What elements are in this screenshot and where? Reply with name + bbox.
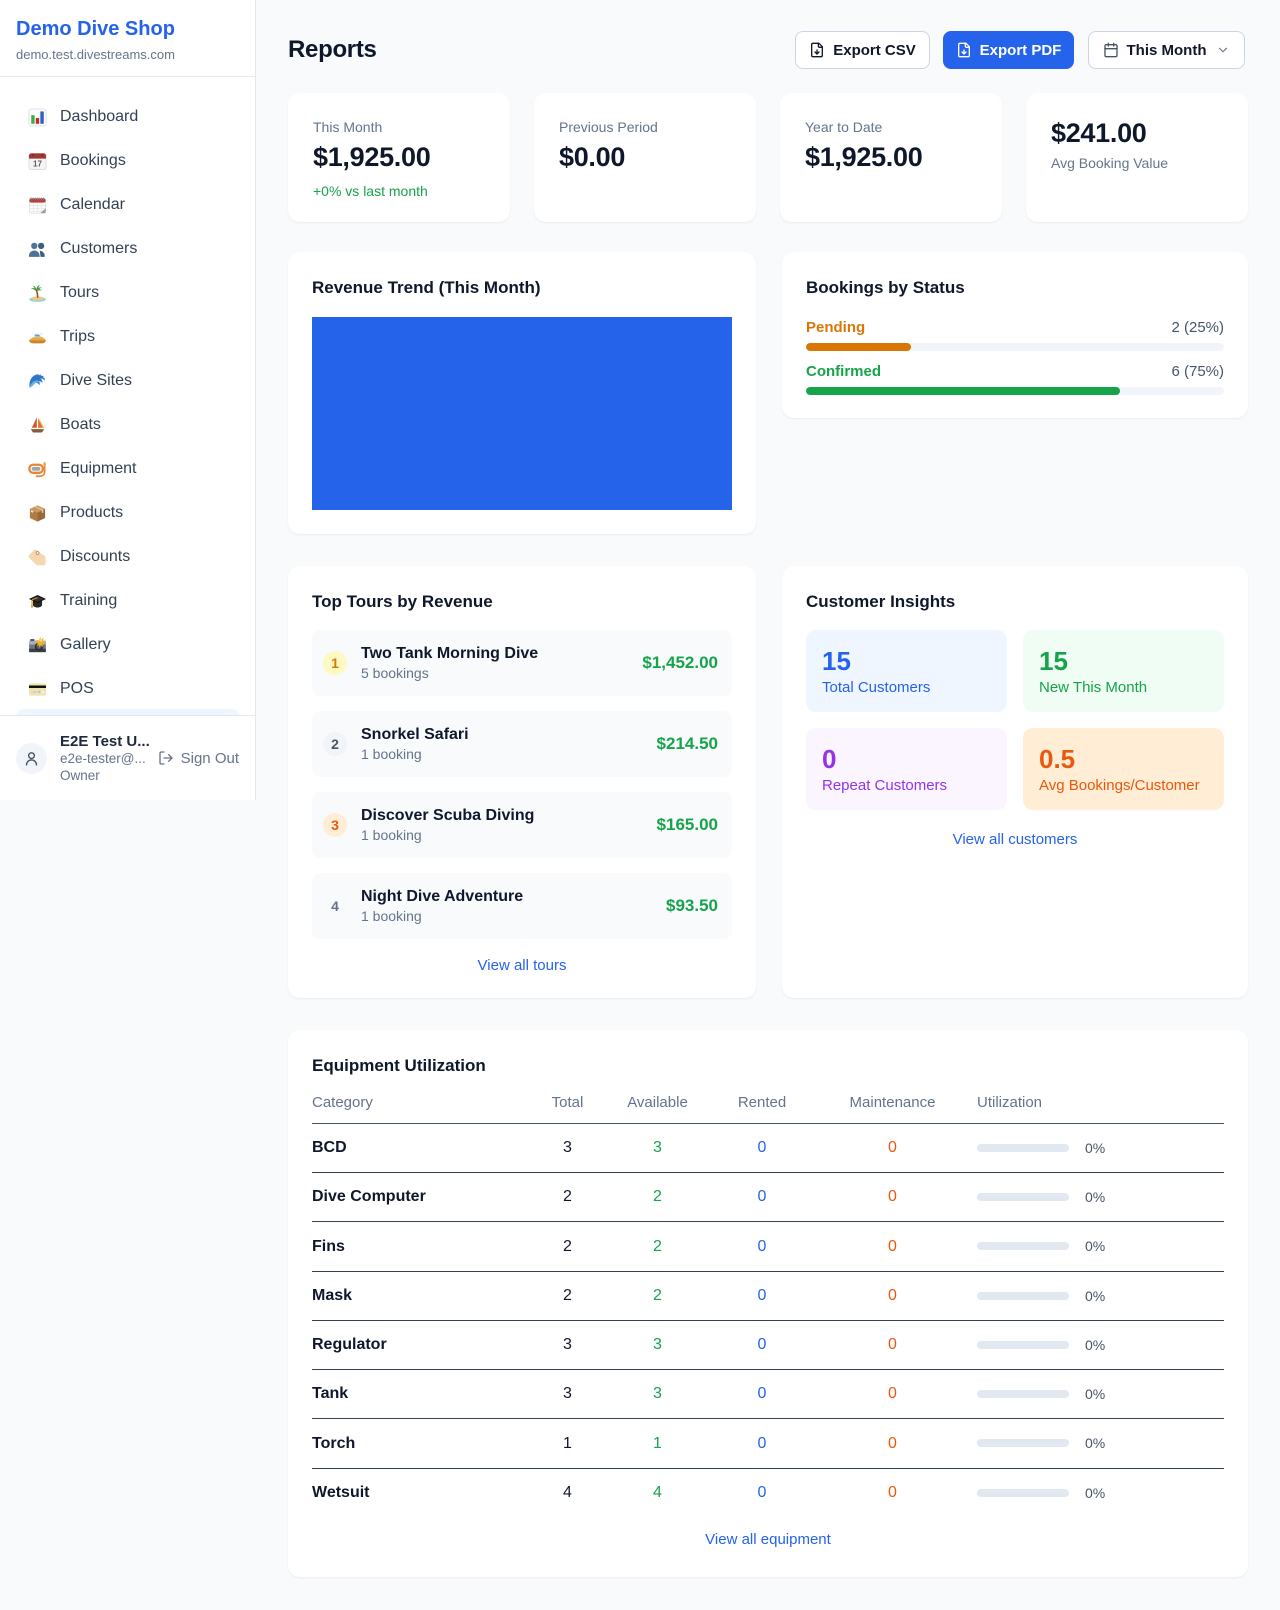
svg-text:1234 5678: 1234 5678 [31,690,43,693]
svg-text:17: 17 [33,159,42,168]
